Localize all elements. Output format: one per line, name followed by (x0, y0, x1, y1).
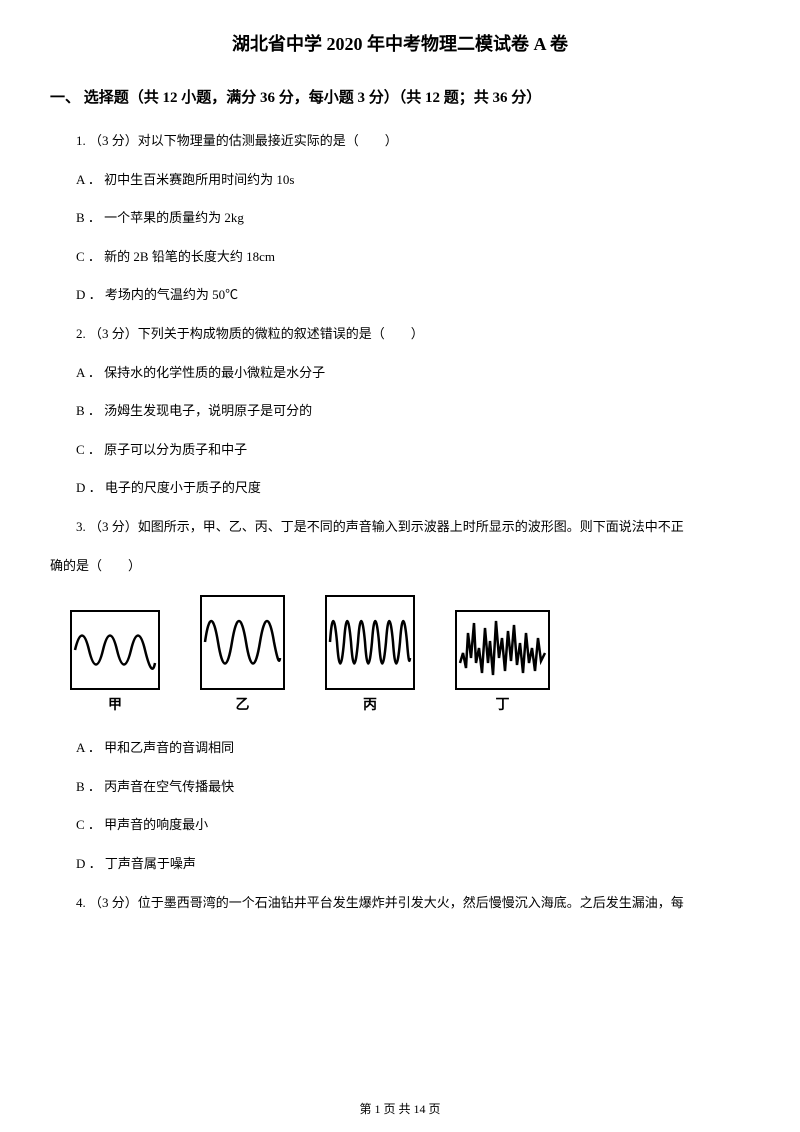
q3-option-a: A ． 甲和乙声音的音调相同 (50, 734, 750, 763)
q2-option-a: A ． 保持水的化学性质的最小微粒是水分子 (50, 359, 750, 388)
q2-stem: 2. （3 分）下列关于构成物质的微粒的叙述错误的是（ ） (50, 320, 750, 349)
wave-bing-svg (328, 598, 412, 687)
wave-label-yi: 乙 (236, 694, 250, 714)
q2-option-c: C ． 原子可以分为质子和中子 (50, 436, 750, 465)
q2-option-d: D ． 电子的尺度小于质子的尺度 (50, 474, 750, 503)
wave-jia-svg (73, 613, 157, 687)
q3-stem-line2: 确的是（ ） (50, 552, 750, 581)
wave-label-ding: 丁 (496, 694, 510, 714)
q1-option-c: C ． 新的 2B 铅笔的长度大约 18cm (50, 243, 750, 272)
wave-ding-box (455, 610, 550, 690)
wave-ding: 丁 (455, 610, 550, 714)
q2-option-b: B ． 汤姆生发现电子，说明原子是可分的 (50, 397, 750, 426)
q1-option-d: D ． 考场内的气温约为 50℃ (50, 281, 750, 310)
wave-jia-box (70, 610, 160, 690)
q3-option-b: B ． 丙声音在空气传播最快 (50, 773, 750, 802)
document-title: 湖北省中学 2020 年中考物理二模试卷 A 卷 (50, 30, 750, 56)
wave-yi: 乙 (200, 595, 285, 714)
wave-bing-box (325, 595, 415, 690)
wave-yi-box (200, 595, 285, 690)
wave-yi-svg (203, 598, 282, 687)
wave-bing: 丙 (325, 595, 415, 714)
q4-stem: 4. （3 分）位于墨西哥湾的一个石油钻井平台发生爆炸并引发大火，然后慢慢沉入海… (50, 889, 750, 918)
q3-option-d: D ． 丁声音属于噪声 (50, 850, 750, 879)
wave-ding-svg (458, 613, 547, 687)
wave-diagrams-container: 甲 乙 丙 丁 (70, 595, 750, 714)
page-footer: 第 1 页 共 14 页 (0, 1100, 800, 1117)
q1-stem: 1. （3 分）对以下物理量的估测最接近实际的是（ ） (50, 127, 750, 156)
q3-stem-line1: 3. （3 分）如图所示，甲、乙、丙、丁是不同的声音输入到示波器上时所显示的波形… (50, 513, 750, 542)
section-header: 一、 选择题（共 12 小题，满分 36 分，每小题 3 分）（共 12 题；共… (50, 86, 750, 107)
wave-jia: 甲 (70, 610, 160, 714)
q1-option-a: A ． 初中生百米赛跑所用时间约为 10s (50, 166, 750, 195)
wave-label-bing: 丙 (363, 694, 377, 714)
q3-option-c: C ． 甲声音的响度最小 (50, 811, 750, 840)
q1-option-b: B ． 一个苹果的质量约为 2kg (50, 204, 750, 233)
wave-label-jia: 甲 (108, 694, 122, 714)
